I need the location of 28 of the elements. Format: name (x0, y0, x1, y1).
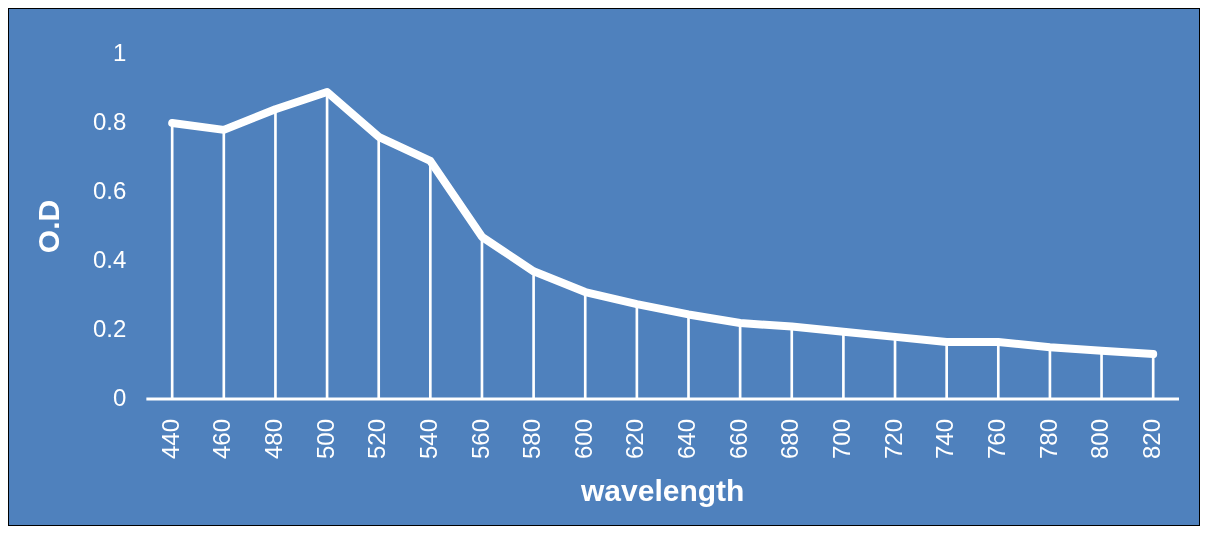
x-tick-label: 760 (982, 418, 1010, 459)
x-tick-label: 480 (260, 418, 288, 459)
x-tick-label: 780 (1034, 418, 1062, 459)
x-tick-label: 540 (414, 418, 442, 459)
x-tick-label: 820 (1137, 418, 1165, 459)
x-tick-label: 460 (208, 418, 236, 459)
x-tick-label: 660 (724, 418, 752, 459)
y-tick-label: 0.6 (92, 176, 127, 204)
x-tick-label: 600 (569, 418, 597, 459)
x-axis-title: wavelength (579, 474, 745, 508)
y-axis-title: O.D (32, 199, 66, 254)
x-tick-label: 580 (518, 418, 546, 459)
y-tick-label: 1 (113, 38, 127, 66)
y-tick-label: 0.8 (92, 107, 127, 135)
x-tick-label: 620 (621, 418, 649, 459)
x-tick-label: 640 (673, 418, 701, 459)
x-tick-label: 500 (311, 418, 339, 459)
x-tick-label: 440 (156, 418, 184, 459)
y-tick-label: 0.4 (92, 245, 127, 273)
x-tick-label: 800 (1086, 418, 1114, 459)
x-tick-label: 700 (828, 418, 856, 459)
x-tick-label: 520 (363, 418, 391, 459)
x-tick-label: 720 (879, 418, 907, 459)
y-tick-label: 0.2 (92, 314, 127, 342)
x-tick-label: 740 (931, 418, 959, 459)
x-tick-label: 680 (776, 418, 804, 459)
y-tick-label: 0 (113, 383, 127, 411)
x-tick-label: 560 (466, 418, 494, 459)
